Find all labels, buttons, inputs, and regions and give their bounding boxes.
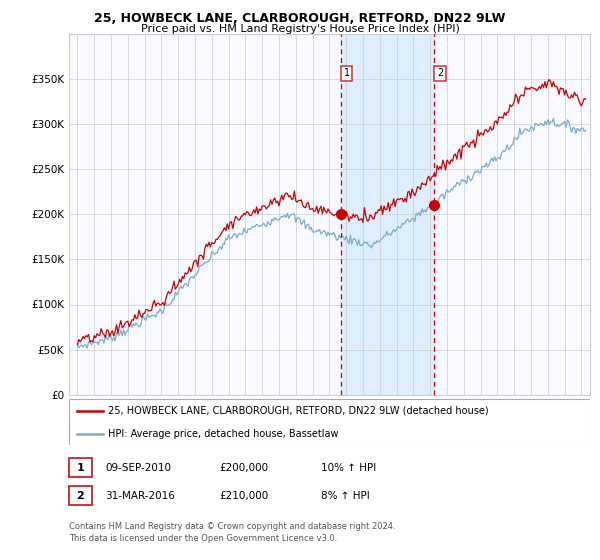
Text: This data is licensed under the Open Government Licence v3.0.: This data is licensed under the Open Gov… (69, 534, 337, 543)
Text: 1: 1 (77, 463, 84, 473)
FancyBboxPatch shape (69, 399, 590, 445)
Text: 10% ↑ HPI: 10% ↑ HPI (321, 463, 376, 473)
Bar (341, 34, 434, 395)
Text: 1: 1 (344, 68, 350, 78)
Text: £200,000: £200,000 (219, 463, 268, 473)
Text: Price paid vs. HM Land Registry's House Price Index (HPI): Price paid vs. HM Land Registry's House … (140, 24, 460, 34)
Text: Contains HM Land Registry data © Crown copyright and database right 2024.: Contains HM Land Registry data © Crown c… (69, 522, 395, 531)
Text: 2: 2 (437, 68, 443, 78)
Text: 25, HOWBECK LANE, CLARBOROUGH, RETFORD, DN22 9LW (detached house): 25, HOWBECK LANE, CLARBOROUGH, RETFORD, … (108, 406, 488, 416)
Text: 09-SEP-2010: 09-SEP-2010 (105, 463, 171, 473)
Text: HPI: Average price, detached house, Bassetlaw: HPI: Average price, detached house, Bass… (108, 429, 338, 438)
Text: 31-MAR-2016: 31-MAR-2016 (105, 491, 175, 501)
Text: 25, HOWBECK LANE, CLARBOROUGH, RETFORD, DN22 9LW: 25, HOWBECK LANE, CLARBOROUGH, RETFORD, … (94, 12, 506, 25)
Text: £210,000: £210,000 (219, 491, 268, 501)
Text: 8% ↑ HPI: 8% ↑ HPI (321, 491, 370, 501)
Text: 2: 2 (77, 491, 84, 501)
